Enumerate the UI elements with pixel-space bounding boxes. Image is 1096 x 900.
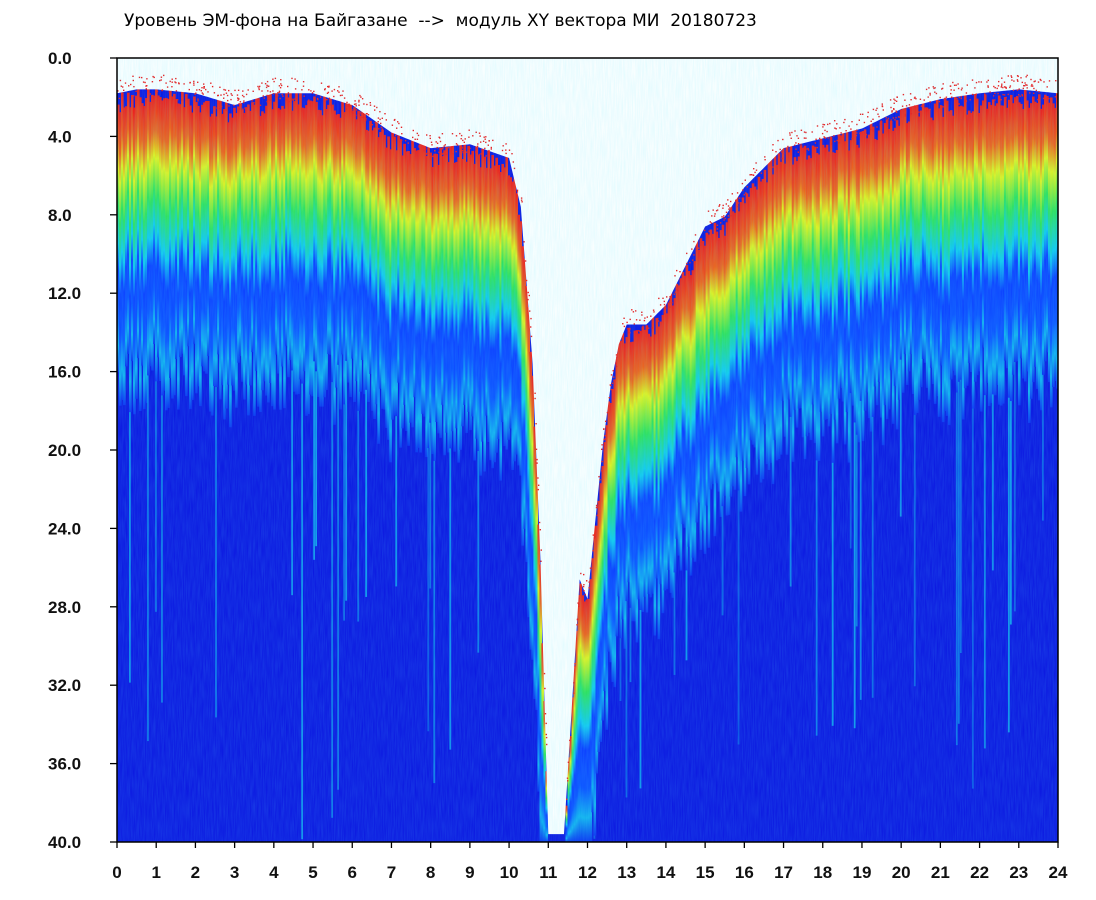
x-tick-label: 3	[230, 863, 239, 882]
x-axis: 0 1 2 3 4 5 6 7 8 9 10 11 12 13 14 15 16 17 18 19 20 21 22 23 24	[112, 842, 1068, 882]
y-tick-label: 36.0	[48, 755, 81, 774]
x-tick-label: 15	[696, 863, 715, 882]
y-tick-label: 28.0	[48, 598, 81, 617]
y-tick-label: 8.0	[48, 206, 72, 225]
x-tick-label: 21	[931, 863, 950, 882]
y-tick-label: 20.0	[48, 441, 81, 460]
plot-area	[117, 58, 1058, 842]
x-tick-label: 6	[348, 863, 357, 882]
x-tick-label: 10	[500, 863, 519, 882]
x-tick-label: 23	[1009, 863, 1028, 882]
y-tick-label: 32.0	[48, 676, 81, 695]
y-tick-label: 40.0	[48, 833, 81, 852]
x-tick-label: 17	[774, 863, 793, 882]
x-tick-label: 1	[151, 863, 160, 882]
x-tick-label: 9	[465, 863, 474, 882]
y-tick-label: 12.0	[48, 284, 81, 303]
x-tick-label: 12	[578, 863, 597, 882]
y-tick-label: 4.0	[48, 127, 72, 146]
x-tick-label: 16	[735, 863, 754, 882]
heatmap-grain	[117, 58, 1058, 842]
y-axis: 0.0 4.0 8.0 12.0 16.0 20.0 24.0 28.0 32.0 36.0 40.…	[48, 49, 117, 852]
x-tick-label: 13	[617, 863, 636, 882]
x-tick-label: 4	[269, 863, 279, 882]
x-tick-label: 0	[112, 863, 121, 882]
x-tick-label: 5	[308, 863, 317, 882]
x-tick-label: 22	[970, 863, 989, 882]
x-tick-label: 11	[539, 863, 557, 882]
x-tick-label: 7	[387, 863, 396, 882]
x-tick-label: 14	[656, 863, 675, 882]
y-tick-label: 0.0	[48, 49, 72, 68]
y-tick-label: 24.0	[48, 519, 81, 538]
x-tick-label: 19	[852, 863, 871, 882]
y-tick-label: 16.0	[48, 363, 81, 382]
x-tick-label: 24	[1049, 863, 1068, 882]
x-tick-label: 20	[892, 863, 911, 882]
x-tick-label: 2	[191, 863, 200, 882]
x-tick-label: 8	[426, 863, 435, 882]
chart-title: Уровень ЭМ-фона на Байгазане --> модуль …	[124, 11, 757, 31]
x-tick-label: 18	[813, 863, 832, 882]
